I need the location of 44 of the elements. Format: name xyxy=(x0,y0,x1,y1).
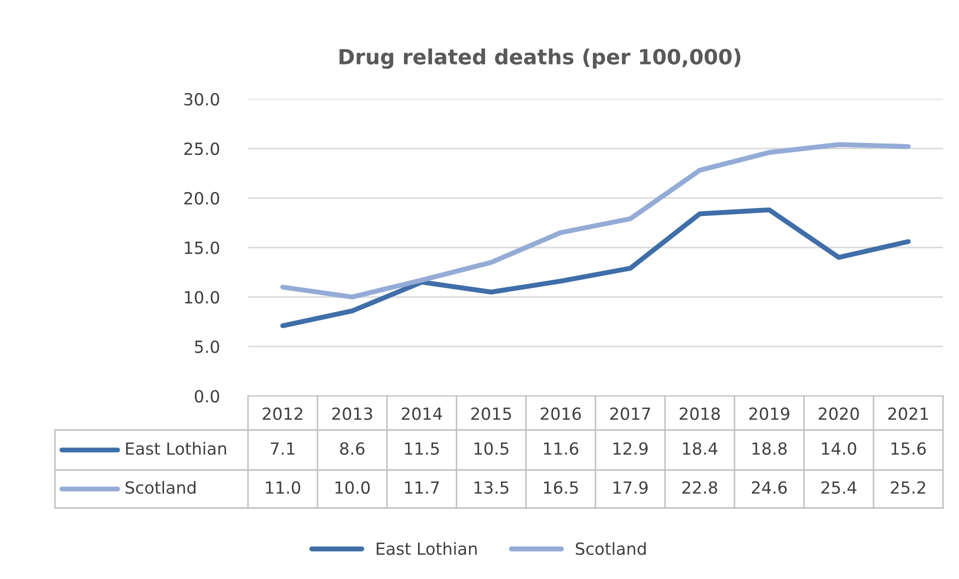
x-tick-label: 2017 xyxy=(610,407,650,420)
y-tick-label: 15.0 xyxy=(184,241,220,254)
data-label: 24.6 xyxy=(752,481,787,494)
data-label: 22.8 xyxy=(682,481,718,494)
data-label: 16.5 xyxy=(544,481,578,494)
data-label: 12.9 xyxy=(614,442,648,455)
legend-label: Scotland xyxy=(126,480,196,494)
x-tick-label: 2013 xyxy=(332,407,372,420)
data-label: 17.9 xyxy=(614,481,648,494)
x-tick-label: 2015 xyxy=(471,407,511,420)
data-label: 18.4 xyxy=(683,442,718,455)
text: East Lothian xyxy=(376,542,477,555)
data-label: 11.6 xyxy=(544,442,578,455)
legend-label: East Lothian xyxy=(126,442,226,455)
data-label: 15.6 xyxy=(892,442,926,455)
data-label: 11.5 xyxy=(405,442,439,455)
x-tick-label: 2014 xyxy=(402,407,442,420)
data-label: 14.0 xyxy=(822,442,856,455)
data-label: 11.7 xyxy=(405,481,439,494)
data-label: 18.8 xyxy=(752,442,787,455)
chart-title: Drug related deaths (per 100,000) xyxy=(340,48,740,69)
x-tick-label: 2016 xyxy=(540,407,581,420)
x-tick-label: 2019 xyxy=(749,407,790,420)
y-tick-label: 10.0 xyxy=(184,290,220,304)
data-label: 25.2 xyxy=(890,481,926,494)
y-tick-label: 30.0 xyxy=(184,92,220,106)
x-tick-label: 2020 xyxy=(818,407,859,420)
line-series xyxy=(280,207,911,328)
data-label: 10.5 xyxy=(474,442,508,455)
x-tick-label: 2012 xyxy=(262,407,302,420)
y-tick-label: 0.0 xyxy=(194,390,220,403)
y-tick-label: 25.0 xyxy=(184,142,220,156)
data-label: 13.5 xyxy=(474,481,508,494)
x-tick-label: 2021 xyxy=(888,407,928,420)
data-label: 7.1 xyxy=(270,442,294,455)
data-label: 11.0 xyxy=(266,481,300,494)
data-label: 25.4 xyxy=(821,481,856,494)
data-label: 8.6 xyxy=(340,442,364,455)
y-tick-label: 5.0 xyxy=(195,340,220,354)
text: Scotland xyxy=(576,542,646,555)
data-label: 10.0 xyxy=(336,481,370,494)
y-tick-label: 20.0 xyxy=(184,192,220,205)
line-series xyxy=(280,142,911,300)
x-tick-label: 2018 xyxy=(680,407,720,420)
